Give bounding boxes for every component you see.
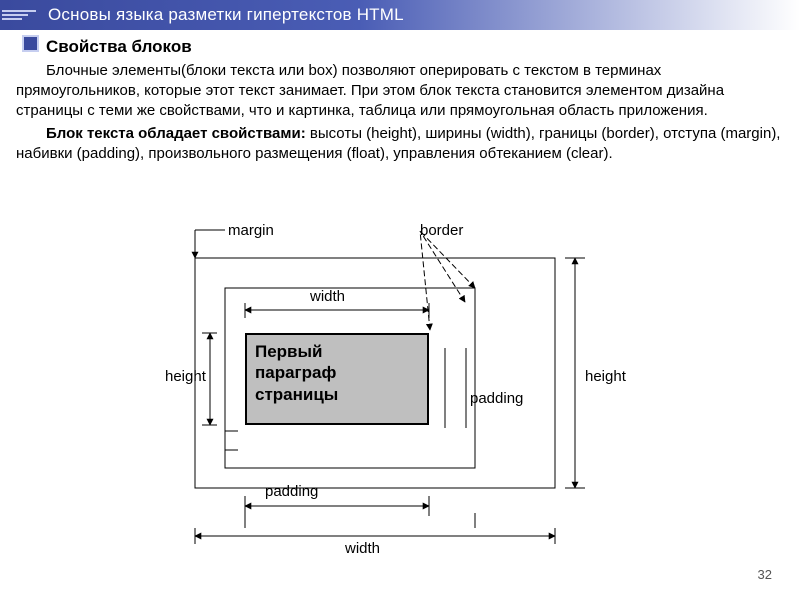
paragraph-1: Блочные элементы(блоки текста или box) п… [16, 61, 784, 122]
title-decor [0, 1, 48, 29]
label-height-left: height [165, 368, 206, 385]
section-heading: Свойства блоков [46, 36, 784, 59]
paragraph-2-lead: Блок текста обладает свойствами: [46, 125, 310, 142]
label-padding-bottom: padding [265, 483, 318, 500]
label-width-top: width [310, 288, 345, 305]
paragraph-2: Блок текста обладает свойствами: высоты … [16, 124, 784, 165]
slide-title: Основы языка разметки гипертекстов HTML [48, 5, 404, 25]
inner-content-box: Первый параграф страницы [245, 333, 429, 425]
inner-line-1: Первый [255, 342, 322, 361]
label-margin: margin [228, 222, 274, 239]
label-width-bottom: width [345, 540, 380, 557]
label-padding-right: padding [470, 390, 523, 407]
inner-line-2: параграф [255, 363, 336, 382]
label-height-right: height [585, 368, 626, 385]
content-area: Свойства блоков Блочные элементы(блоки т… [0, 30, 800, 164]
inner-line-3: страницы [255, 385, 338, 404]
box-model-diagram: Первый параграф страницы margin border w… [170, 228, 650, 558]
page-number: 32 [758, 567, 772, 582]
label-border: border [420, 222, 463, 239]
bullet-marker [24, 37, 37, 50]
title-bar: Основы языка разметки гипертекстов HTML [0, 0, 800, 30]
